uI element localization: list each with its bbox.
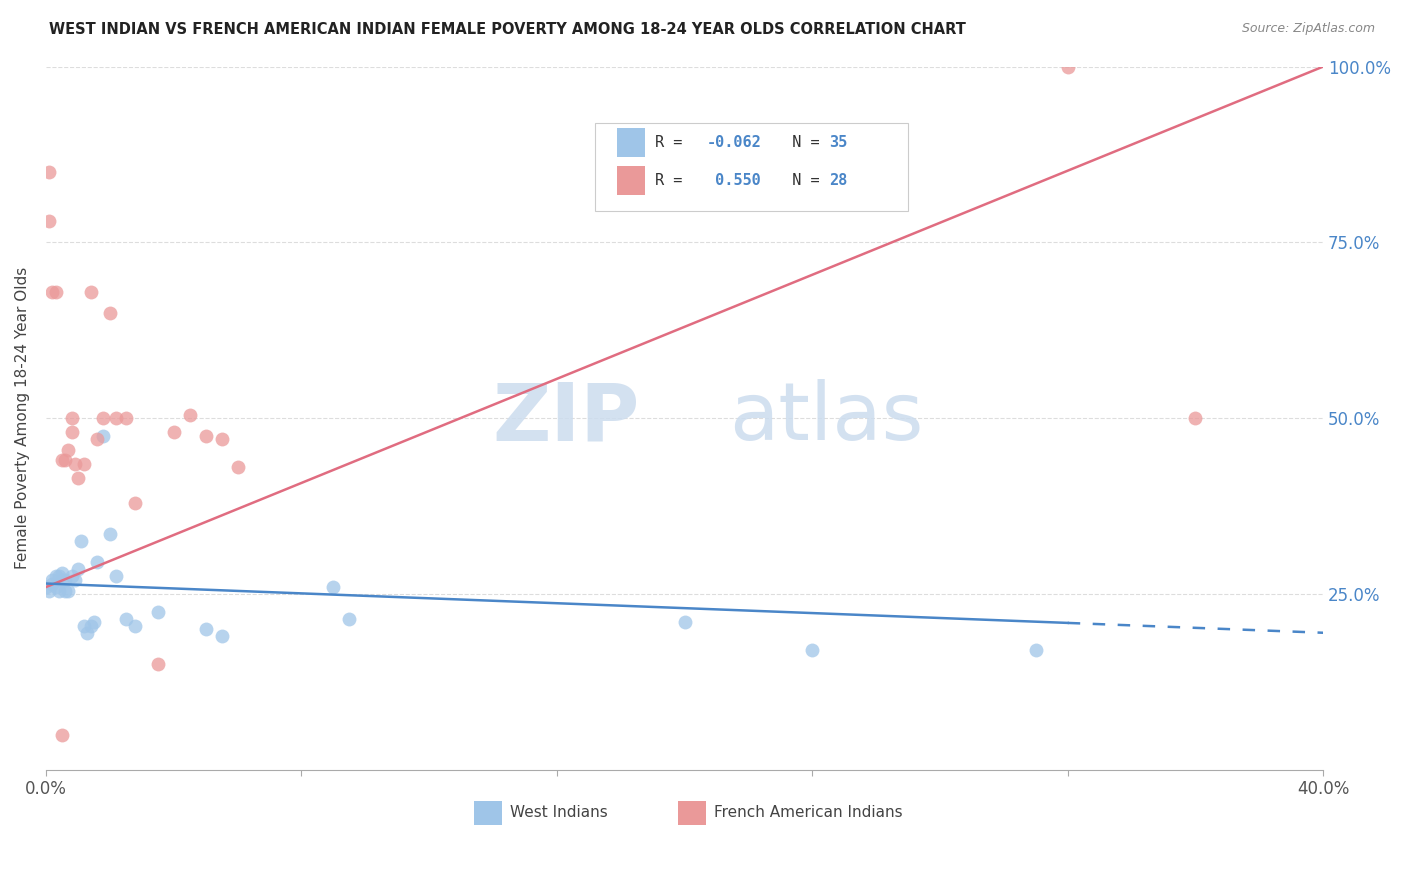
Point [114, 411, 136, 425]
Text: 0.550: 0.550 [706, 173, 761, 188]
Point [194, 429, 217, 443]
Point [673, 615, 696, 630]
Point [105, 411, 128, 425]
Text: WEST INDIAN VS FRENCH AMERICAN INDIAN FEMALE POVERTY AMONG 18-24 YEAR OLDS CORRE: WEST INDIAN VS FRENCH AMERICAN INDIAN FE… [49, 22, 966, 37]
Point [63, 573, 86, 587]
Point [35, 580, 58, 594]
Point [38, 165, 60, 179]
Point [322, 580, 344, 594]
Point [76, 625, 98, 640]
Point [79, 285, 101, 299]
Point [194, 622, 217, 636]
Point [51, 573, 73, 587]
Point [337, 612, 360, 626]
FancyBboxPatch shape [595, 123, 908, 211]
Point [60, 569, 83, 583]
Point [38, 214, 60, 228]
Point [45, 569, 67, 583]
Point [79, 618, 101, 632]
Point [73, 618, 96, 632]
Point [41, 576, 63, 591]
Point [51, 728, 73, 742]
Point [86, 556, 108, 570]
Point [105, 569, 128, 583]
Point [1184, 411, 1206, 425]
Point [93, 411, 115, 425]
Point [98, 527, 121, 541]
Text: -0.062: -0.062 [706, 135, 761, 150]
Point [58, 442, 80, 457]
Point [41, 573, 63, 587]
Point [51, 566, 73, 580]
Point [38, 583, 60, 598]
Point [124, 618, 146, 632]
Point [93, 429, 115, 443]
Point [53, 573, 76, 587]
Point [60, 411, 83, 425]
Point [63, 457, 86, 471]
Text: N =: N = [773, 135, 828, 150]
Text: atlas: atlas [730, 379, 924, 458]
Bar [474, 801, 502, 825]
Text: N =: N = [773, 173, 828, 188]
Point [211, 629, 233, 643]
Point [114, 612, 136, 626]
Point [51, 453, 73, 467]
Point [70, 534, 93, 549]
Text: West Indians: West Indians [509, 805, 607, 820]
Bar [678, 801, 706, 825]
Text: ZIP: ZIP [492, 379, 640, 458]
Point [146, 605, 169, 619]
Point [1025, 643, 1047, 657]
Text: Source: ZipAtlas.com: Source: ZipAtlas.com [1241, 22, 1375, 36]
Point [53, 453, 76, 467]
Point [146, 657, 169, 672]
Point [226, 460, 249, 475]
Point [163, 425, 186, 440]
Text: 28: 28 [830, 173, 848, 188]
Bar [617, 128, 645, 157]
Point [48, 569, 70, 583]
Point [41, 285, 63, 299]
Point [45, 580, 67, 594]
Text: French American Indians: French American Indians [714, 805, 903, 820]
Text: R =: R = [655, 135, 692, 150]
Point [48, 583, 70, 598]
Point [60, 425, 83, 440]
Text: R =: R = [655, 173, 692, 188]
Point [86, 433, 108, 447]
Point [179, 408, 201, 422]
Bar [617, 166, 645, 195]
Point [53, 583, 76, 598]
Point [73, 457, 96, 471]
Point [98, 306, 121, 320]
Point [66, 471, 89, 485]
Point [801, 643, 824, 657]
Point [211, 433, 233, 447]
Point [66, 562, 89, 576]
Point [58, 583, 80, 598]
Text: 35: 35 [830, 135, 848, 150]
Point [83, 615, 105, 630]
Point [1056, 60, 1078, 74]
Point [45, 285, 67, 299]
Point [124, 496, 146, 510]
Y-axis label: Female Poverty Among 18-24 Year Olds: Female Poverty Among 18-24 Year Olds [15, 267, 30, 569]
